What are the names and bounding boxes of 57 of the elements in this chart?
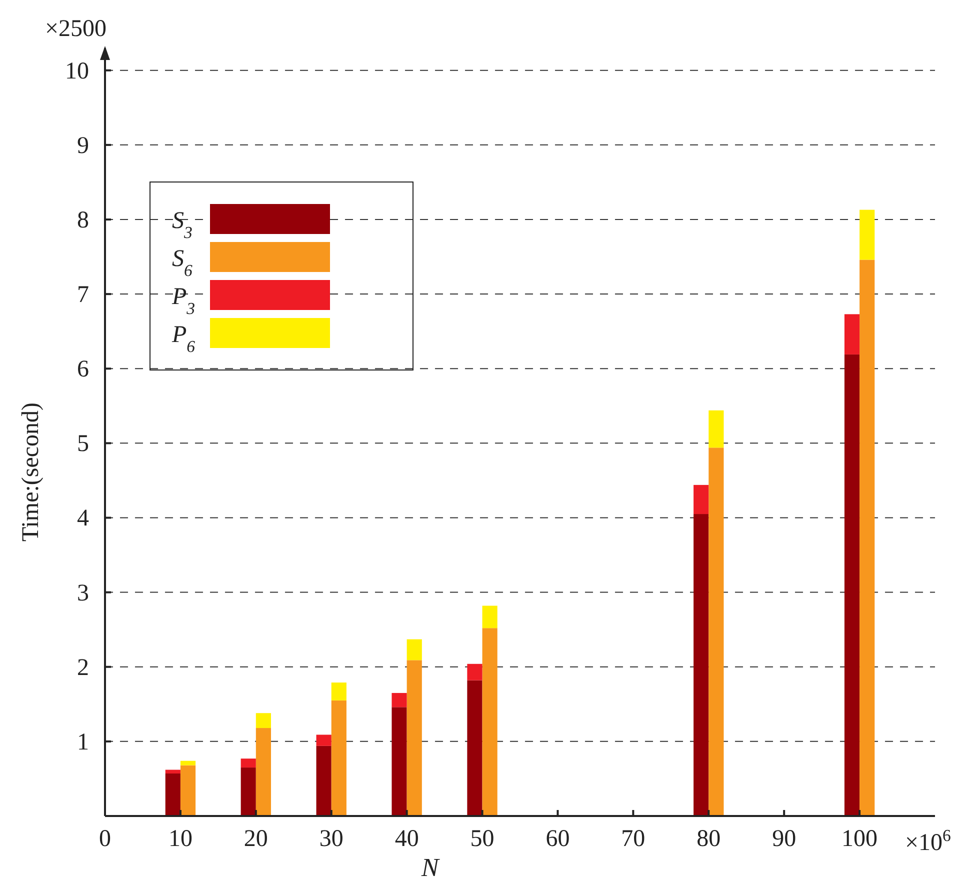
legend-label: S$_{6}$	[172, 246, 193, 280]
bar	[240, 768, 256, 816]
bar	[316, 734, 332, 746]
bar	[406, 660, 422, 816]
bar	[467, 664, 482, 680]
bar	[316, 746, 332, 816]
bar	[708, 410, 724, 448]
bar	[482, 606, 498, 628]
text: ×10$^{6}$	[905, 826, 951, 856]
y-tick-label: 9	[77, 132, 89, 159]
x-axis-title: N	[420, 853, 440, 882]
y-tick-label: 6	[77, 356, 89, 383]
bar	[860, 260, 875, 816]
bar	[708, 448, 724, 816]
bar	[694, 484, 709, 514]
x-tick-label: 10	[168, 826, 192, 852]
x-tick-label: 70	[621, 826, 646, 852]
bar	[180, 760, 196, 766]
bar	[482, 628, 498, 816]
y-tick-label: 5	[77, 431, 89, 458]
bar	[240, 758, 256, 768]
bar	[165, 770, 180, 774]
bar	[406, 639, 422, 660]
bar	[860, 210, 875, 260]
x-tick-label: 20	[244, 826, 268, 852]
legend-label: P$_{6}$	[171, 322, 196, 356]
y-tick-label: 8	[77, 207, 89, 234]
bar	[180, 765, 196, 816]
bar	[256, 713, 271, 728]
x-tick-label: 60	[546, 826, 570, 852]
x-tick-label: 90	[772, 826, 796, 852]
x-tick-label: 50	[470, 826, 494, 852]
legend-label: S$_{3}$	[172, 208, 192, 242]
bar	[844, 314, 860, 354]
x-tick-label: 100	[842, 826, 878, 852]
legend-label: P$_{3}$	[171, 284, 196, 318]
bar	[331, 700, 346, 816]
x-tick-label: 30	[319, 826, 344, 852]
bar	[331, 682, 346, 700]
y-tick-label: 2	[77, 654, 89, 681]
text: ×2500	[45, 16, 107, 42]
x-tick-label: 40	[394, 826, 419, 852]
bar	[256, 728, 271, 816]
bar	[165, 774, 180, 816]
y-axis-title: Time:(second)	[18, 402, 44, 542]
bar	[392, 692, 407, 708]
y-tick-label: 10	[65, 58, 89, 84]
bar	[392, 707, 407, 816]
x-tick-label: 80	[696, 826, 721, 852]
bar	[467, 680, 482, 816]
bar	[694, 514, 709, 816]
y-tick-label: 7	[77, 282, 89, 308]
y-tick-label: 1	[77, 729, 89, 756]
x-tick-label: 0	[99, 826, 111, 852]
y-tick-label: 3	[77, 580, 89, 606]
y-tick-label: 4	[77, 506, 89, 532]
bar	[844, 354, 860, 816]
